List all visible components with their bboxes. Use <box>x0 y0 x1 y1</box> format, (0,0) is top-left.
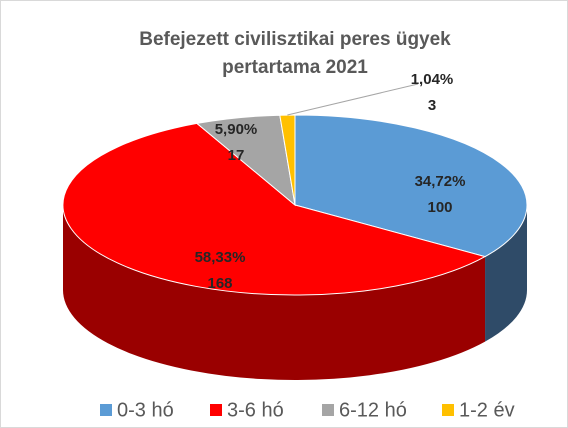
data-label: 5,90% <box>215 121 258 138</box>
data-label: 168 <box>207 275 232 292</box>
data-label: 1,04% <box>411 71 454 88</box>
data-label: 34,72% <box>415 173 466 190</box>
legend-label: 3-6 hó <box>227 399 284 421</box>
leader-line <box>287 83 419 116</box>
data-label: 100 <box>427 199 452 216</box>
chart-title: pertartama 2021 <box>222 57 368 78</box>
slice-side <box>485 205 527 342</box>
legend-swatch <box>210 404 222 416</box>
slice <box>279 114 296 206</box>
data-label: 58,33% <box>195 249 246 266</box>
legend-label: 6-12 hó <box>339 399 407 421</box>
legend-label: 0-3 hó <box>117 399 174 421</box>
legend-swatch <box>322 404 334 416</box>
slice <box>294 114 528 258</box>
legend-label: 1-2 év <box>459 399 515 421</box>
chart-title: Befejezett civilisztikai peres ügyek <box>139 29 451 50</box>
data-label: 3 <box>428 97 436 114</box>
data-label: 17 <box>228 147 245 164</box>
legend-swatch <box>100 404 112 416</box>
slice-side <box>63 205 486 380</box>
slice <box>62 122 487 296</box>
legend-swatch <box>442 404 454 416</box>
